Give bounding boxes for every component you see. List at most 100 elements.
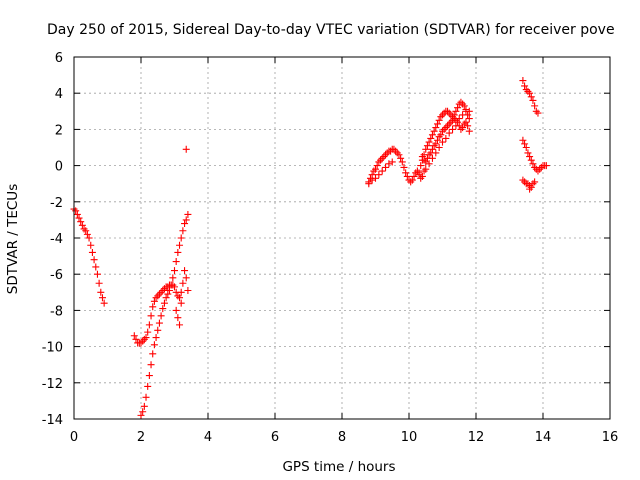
data-point [455,115,463,123]
data-point [534,167,542,175]
data-point [393,149,401,157]
data-point [427,134,435,142]
data-point [149,303,157,311]
data-point [454,104,462,112]
data-point [439,111,446,119]
data-point [72,207,80,215]
data-point [521,178,529,186]
data-point [452,122,460,130]
data-point [80,225,88,233]
data-point [524,149,532,157]
data-point [430,142,438,150]
data-point [140,335,148,343]
x-tick-label: 14 [535,430,552,445]
data-point [90,256,98,264]
data-point [144,328,152,336]
data-point [433,136,441,144]
data-point [137,411,145,419]
data-point [420,156,428,164]
data-point [78,221,86,229]
data-point [172,306,180,314]
data-point [428,145,436,153]
data-point [174,248,182,256]
data-point [152,294,160,302]
data-point [413,167,421,175]
data-point [390,145,398,153]
data-point [519,77,527,85]
x-tick-label: 8 [338,430,346,445]
data-point [100,299,108,307]
data-point [435,116,443,124]
data-point [155,290,163,298]
data-point [398,158,406,166]
y-tick-label: -14 [42,413,63,428]
data-point [165,286,173,294]
data-point [524,87,532,95]
data-point [75,214,83,222]
data-point [154,326,162,334]
data-point [177,234,185,242]
data-point [422,165,430,173]
data-point [397,154,405,162]
data-point [430,127,438,135]
data-point [174,292,182,300]
data-point [462,105,470,113]
x-tick-label: 10 [401,430,418,445]
data-point [176,241,184,249]
data-point [439,138,446,146]
data-point [162,294,170,302]
data-point [171,283,178,291]
data-point [526,153,534,161]
data-point [139,337,147,345]
data-point [169,274,177,282]
data-point [174,314,182,322]
data-point [462,118,470,126]
data-point [522,144,530,151]
data-point [529,180,537,188]
data-point [177,299,185,307]
data-point [415,169,423,177]
data-point [179,227,187,235]
data-point [444,107,452,115]
data-point [98,294,106,302]
data-point [167,281,175,289]
data-point [442,124,450,132]
data-point [418,153,426,161]
data-point [425,160,433,168]
data-point [382,151,390,159]
data-point [422,145,430,153]
data-point [425,151,433,159]
data-point [145,372,153,380]
data-point [145,321,153,329]
data-point [428,154,436,162]
y-axis-title: SDTVAR / TECUs [5,184,21,294]
data-point [464,122,472,130]
data-point [527,93,535,101]
data-point [445,109,453,117]
data-point [527,183,535,191]
y-tick-label: 6 [55,51,63,66]
data-point [400,163,408,171]
data-point [184,286,192,294]
data-point [152,334,160,342]
data-point [77,218,85,226]
data-point [150,297,158,305]
y-tick-label: -6 [50,268,63,283]
data-point [377,156,385,164]
data-point [425,138,433,146]
x-tick-label: 2 [137,430,145,445]
data-point [144,382,152,390]
data-point [378,154,386,162]
data-point [82,227,90,235]
data-point [531,163,539,171]
data-point [157,288,165,296]
data-point [132,335,140,343]
data-point [433,120,441,128]
data-point [159,305,167,313]
data-point [93,270,101,278]
data-point [179,279,187,287]
data-point [459,100,467,108]
y-tick-label: 0 [55,160,63,175]
data-point [529,96,537,104]
data-point [370,167,378,175]
